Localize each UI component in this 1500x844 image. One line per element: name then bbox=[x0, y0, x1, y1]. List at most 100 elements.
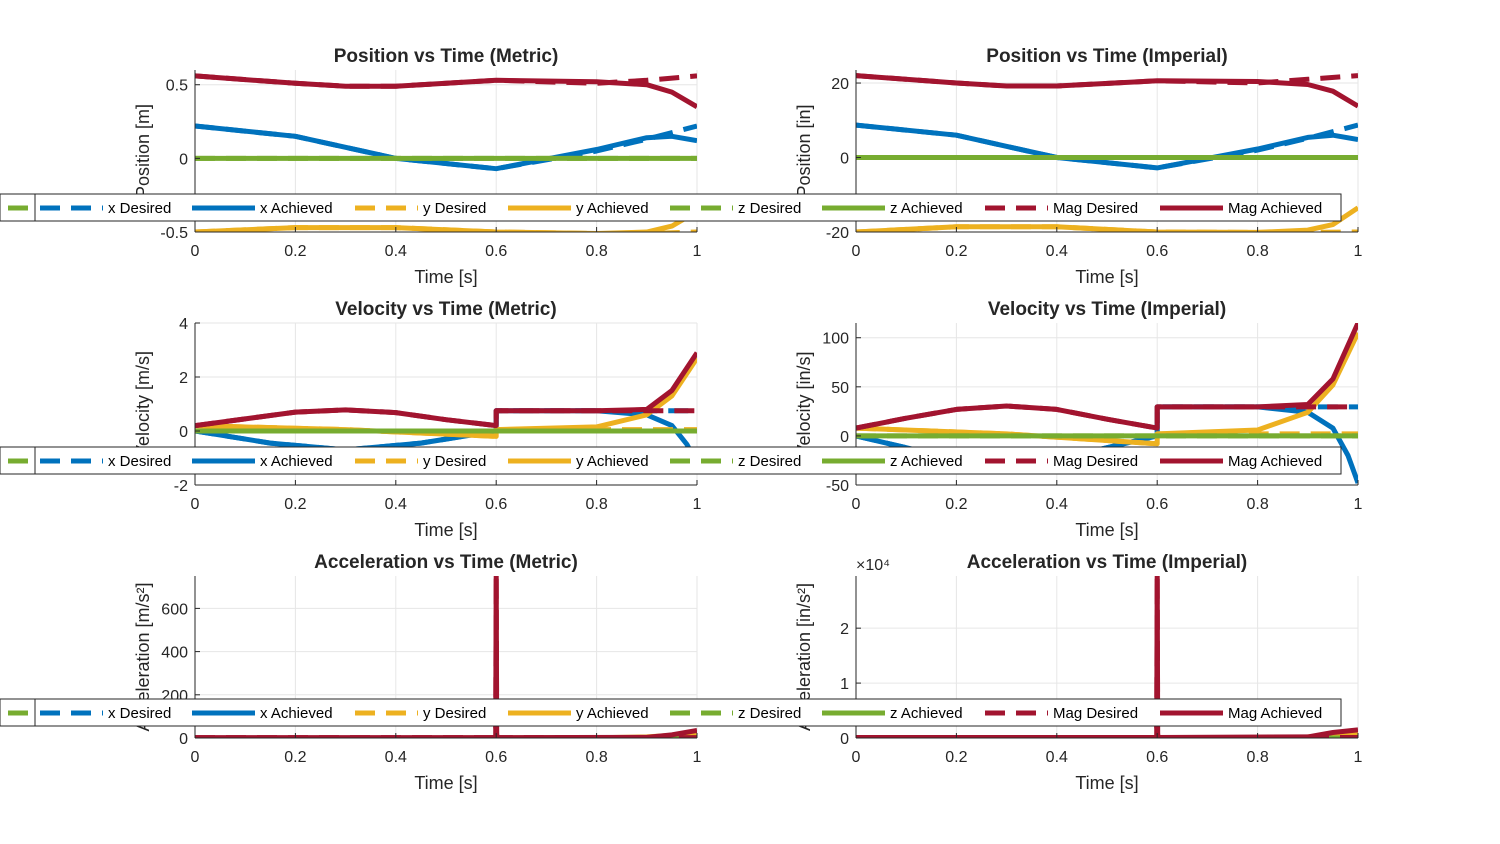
y-tick-label: 600 bbox=[161, 601, 188, 618]
x-tick-label: 0.8 bbox=[1246, 749, 1268, 766]
x-tick-label: 0.6 bbox=[485, 243, 507, 260]
legend-label-x-achieved: x Achieved bbox=[260, 453, 333, 470]
x-tick-label: 0.2 bbox=[945, 243, 967, 260]
x-tick-label: 0.2 bbox=[945, 749, 967, 766]
x-tick-label: 0 bbox=[191, 496, 200, 513]
x-tick-label: 0.2 bbox=[945, 496, 967, 513]
y-axis-label: Position [m] bbox=[133, 104, 153, 198]
series-line-y-achieved bbox=[856, 205, 1358, 232]
chart-panel-6: 0 0.2 0.4 0.6 0.8 1 0 1 2 Acceleration vs Time (I… bbox=[794, 552, 1363, 793]
x-tick-label: 0.6 bbox=[1146, 243, 1168, 260]
legend-row-2: x Desired x Achieved y Desired y Achieved z … bbox=[0, 446, 1342, 475]
x-tick-label: 0 bbox=[191, 749, 200, 766]
series-group bbox=[195, 73, 697, 232]
y-tick-label: 400 bbox=[161, 645, 188, 662]
legend-label-y-desired: y Desired bbox=[423, 200, 486, 217]
x-tick-label: 0.4 bbox=[385, 749, 407, 766]
y-tick-label: 0 bbox=[840, 731, 849, 748]
chart-title: Position vs Time (Imperial) bbox=[986, 46, 1227, 67]
x-axis-label: Time [s] bbox=[414, 520, 477, 540]
y-tick-label: 2 bbox=[840, 621, 849, 638]
x-tick-label: 1 bbox=[1354, 243, 1363, 260]
y-axis-label: Position [in] bbox=[794, 104, 814, 197]
x-tick-label: 0.4 bbox=[385, 243, 407, 260]
x-tick-label: 1 bbox=[693, 749, 702, 766]
y-tick-label: -2 bbox=[174, 478, 188, 495]
y-tick-label: 2 bbox=[179, 370, 188, 387]
x-tick-label: 0.4 bbox=[385, 496, 407, 513]
x-axis-label: Time [s] bbox=[1075, 520, 1138, 540]
x-tick-label: 0 bbox=[191, 243, 200, 260]
x-tick-label: 0 bbox=[852, 749, 861, 766]
series-line-x-achieved bbox=[856, 122, 1358, 171]
legend-row-1: x Desired x Achieved y Desired y Achieved z … bbox=[0, 193, 1342, 222]
x-tick-label: 0.2 bbox=[284, 243, 306, 260]
legend-label-z-desired: z Desired bbox=[738, 453, 801, 470]
x-axis-label: Time [s] bbox=[414, 773, 477, 793]
chart-title: Acceleration vs Time (Metric) bbox=[314, 552, 578, 573]
y-tick-label: 0 bbox=[179, 731, 188, 748]
series-group bbox=[856, 73, 1358, 232]
y-axis-label: Acceleration [m/s²] bbox=[133, 582, 153, 731]
y-tick-label: -20 bbox=[826, 225, 849, 242]
legend-label-y-achieved: y Achieved bbox=[576, 705, 649, 722]
x-tick-label: 1 bbox=[1354, 496, 1363, 513]
x-tick-label: 0.8 bbox=[585, 496, 607, 513]
legend-label-mag-desired: Mag Desired bbox=[1053, 705, 1138, 722]
x-tick-label: 1 bbox=[1354, 749, 1363, 766]
y-axis-label: Velocity [m/s] bbox=[133, 351, 153, 457]
series-line-y-achieved bbox=[195, 209, 697, 232]
x-tick-label: 0.6 bbox=[485, 749, 507, 766]
y-exponent-label: ×10⁴ bbox=[856, 557, 890, 574]
x-tick-label: 0.8 bbox=[585, 749, 607, 766]
legend-label-mag-desired: Mag Desired bbox=[1053, 200, 1138, 217]
x-tick-label: 0.4 bbox=[1046, 749, 1068, 766]
y-tick-label: 20 bbox=[831, 76, 849, 93]
legend-label-z-desired: z Desired bbox=[738, 200, 801, 217]
series-line-mag-achieved bbox=[195, 73, 697, 109]
x-tick-label: 0 bbox=[852, 496, 861, 513]
legend-row-3: x Desired x Achieved y Desired y Achieved z … bbox=[0, 698, 1342, 727]
y-tick-label: 1 bbox=[840, 676, 849, 693]
series-line-x-achieved bbox=[195, 735, 674, 738]
legend-label-y-desired: y Desired bbox=[423, 453, 486, 470]
series-line-y-achieved bbox=[856, 331, 1358, 447]
legend-label-mag-achieved: Mag Achieved bbox=[1228, 453, 1322, 470]
legend-label-x-achieved: x Achieved bbox=[260, 705, 333, 722]
series-line-y-achieved bbox=[195, 356, 697, 439]
y-tick-label: 4 bbox=[179, 316, 188, 333]
chart-title: Velocity vs Time (Metric) bbox=[335, 299, 556, 320]
x-tick-label: 0.8 bbox=[1246, 243, 1268, 260]
series-line-mag-achieved bbox=[856, 323, 1358, 431]
series-line-x-achieved bbox=[195, 123, 697, 172]
legend-label-mag-desired: Mag Desired bbox=[1053, 453, 1138, 470]
y-tick-label: 50 bbox=[831, 380, 849, 397]
x-tick-label: 0.6 bbox=[1146, 496, 1168, 513]
x-tick-label: 0 bbox=[852, 243, 861, 260]
legend-label-x-desired: x Desired bbox=[108, 705, 171, 722]
x-tick-label: 1 bbox=[693, 496, 702, 513]
legend-label-z-achieved: z Achieved bbox=[890, 705, 963, 722]
x-tick-label: 0.4 bbox=[1046, 496, 1068, 513]
legend-label-z-desired: z Desired bbox=[738, 705, 801, 722]
series-group bbox=[195, 351, 697, 465]
legend-label-mag-achieved: Mag Achieved bbox=[1228, 705, 1322, 722]
chart-title: Velocity vs Time (Imperial) bbox=[988, 299, 1226, 320]
y-tick-label: 0 bbox=[179, 424, 188, 441]
series-line-mag-achieved bbox=[195, 351, 697, 429]
legend-label-mag-achieved: Mag Achieved bbox=[1228, 200, 1322, 217]
y-tick-label: 0 bbox=[179, 151, 188, 168]
y-axis-label: Acceleration [in/s²] bbox=[794, 583, 814, 731]
x-tick-label: 0.4 bbox=[1046, 243, 1068, 260]
legend-label-x-desired: x Desired bbox=[108, 200, 171, 217]
chart-title: Acceleration vs Time (Imperial) bbox=[967, 552, 1248, 573]
legend-label-z-achieved: z Achieved bbox=[890, 453, 963, 470]
series-line-x-achieved bbox=[856, 735, 1331, 738]
x-tick-label: 0.6 bbox=[485, 496, 507, 513]
y-tick-label: 100 bbox=[822, 331, 849, 348]
x-tick-label: 0.2 bbox=[284, 749, 306, 766]
